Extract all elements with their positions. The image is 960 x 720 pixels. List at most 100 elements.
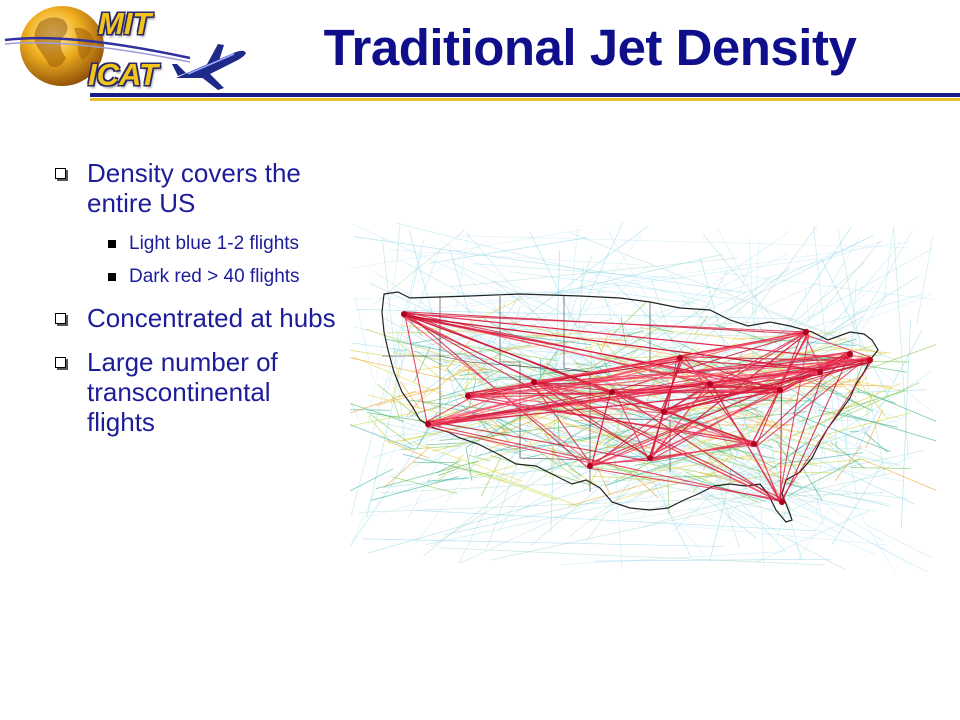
medium-route <box>472 437 553 464</box>
light-route <box>882 229 894 309</box>
medium-route <box>350 402 405 422</box>
medium-route <box>707 442 775 460</box>
light-route <box>737 423 915 505</box>
medium-route <box>697 428 762 452</box>
medium-route <box>801 377 872 411</box>
medium-route <box>375 460 479 490</box>
heavy-route <box>592 333 804 465</box>
heavy-route <box>682 359 818 371</box>
light-route <box>916 235 934 325</box>
hub-marker <box>465 393 471 399</box>
airplane-icon <box>172 44 246 90</box>
hub-marker <box>609 389 615 395</box>
light-route <box>392 323 537 353</box>
medium-route <box>702 418 737 441</box>
medium-route <box>597 342 603 353</box>
light-route <box>682 298 846 462</box>
light-route <box>665 266 693 308</box>
light-route <box>672 365 850 532</box>
medium-route <box>350 409 391 411</box>
light-route <box>642 308 654 358</box>
light-route <box>781 456 913 515</box>
medium-route <box>851 386 936 422</box>
heavy-route <box>779 390 783 502</box>
us-outline <box>381 291 879 523</box>
medium-route <box>367 394 460 419</box>
medium-route <box>455 463 558 501</box>
heavy-route <box>648 356 682 460</box>
hub-marker <box>425 421 431 427</box>
medium-route <box>772 432 812 464</box>
medium-route <box>857 379 888 420</box>
heavy-route <box>428 388 780 426</box>
medium-route <box>459 371 494 376</box>
medium-route <box>352 356 446 397</box>
medium-route <box>604 454 695 487</box>
light-route <box>358 492 885 513</box>
medium-route <box>862 431 888 453</box>
light-route <box>423 276 772 557</box>
heavy-route <box>406 312 868 362</box>
heavy-route <box>406 315 532 381</box>
medium-route <box>463 362 488 390</box>
light-route <box>800 419 824 524</box>
light-route <box>594 558 831 562</box>
light-route <box>831 461 884 545</box>
hub-marker <box>707 381 713 387</box>
medium-route <box>443 347 513 381</box>
logo-icat-text: ICAT <box>88 57 159 92</box>
light-route <box>354 297 374 379</box>
medium-route <box>818 409 898 428</box>
medium-route <box>694 315 708 335</box>
medium-route <box>620 316 627 345</box>
light-route <box>765 481 910 500</box>
title-rule-gold <box>90 98 960 101</box>
medium-route <box>371 476 460 501</box>
light-route <box>492 279 566 338</box>
hub-marker <box>847 351 853 357</box>
medium-route <box>406 390 428 417</box>
medium-route <box>645 435 749 475</box>
medium-route <box>390 365 401 405</box>
checkbox-bullet-icon <box>55 313 66 324</box>
light-route <box>352 223 593 334</box>
light-route <box>893 225 909 457</box>
medium-route <box>627 370 637 407</box>
heavy-route <box>426 350 852 428</box>
light-route <box>458 455 513 564</box>
light-route <box>416 239 490 283</box>
light-route <box>560 551 784 565</box>
heavy-route <box>680 360 710 382</box>
heavy-route <box>402 316 592 464</box>
bullet-list: Density covers the entire US Light blue … <box>55 158 345 451</box>
medium-route <box>682 457 716 471</box>
medium-route <box>865 391 874 416</box>
light-route <box>395 249 441 366</box>
light-route <box>561 410 586 493</box>
heavy-route <box>587 467 785 501</box>
medium-route <box>598 376 646 391</box>
medium-route <box>816 372 901 391</box>
medium-route <box>634 448 731 466</box>
light-route <box>651 280 740 548</box>
medium-route <box>568 428 621 468</box>
light-route <box>429 237 587 264</box>
medium-route <box>834 382 920 421</box>
medium-route <box>711 447 745 461</box>
heavy-route <box>426 426 592 464</box>
light-route <box>507 239 864 400</box>
medium-route <box>670 416 691 434</box>
heavy-route <box>613 389 753 447</box>
sub-bullet-text: Light blue 1-2 flights <box>129 233 300 254</box>
medium-route <box>850 467 911 469</box>
medium-route <box>637 461 728 478</box>
sub-bullet-text: Dark red > 40 flights <box>129 266 300 287</box>
hub-marker <box>677 355 683 361</box>
light-route <box>755 510 870 563</box>
light-route <box>799 237 860 335</box>
medium-route <box>737 397 773 424</box>
medium-route <box>412 441 523 482</box>
heavy-route <box>469 331 805 397</box>
light-route <box>722 472 887 505</box>
bullet-text: Density covers the entire US <box>87 158 301 218</box>
